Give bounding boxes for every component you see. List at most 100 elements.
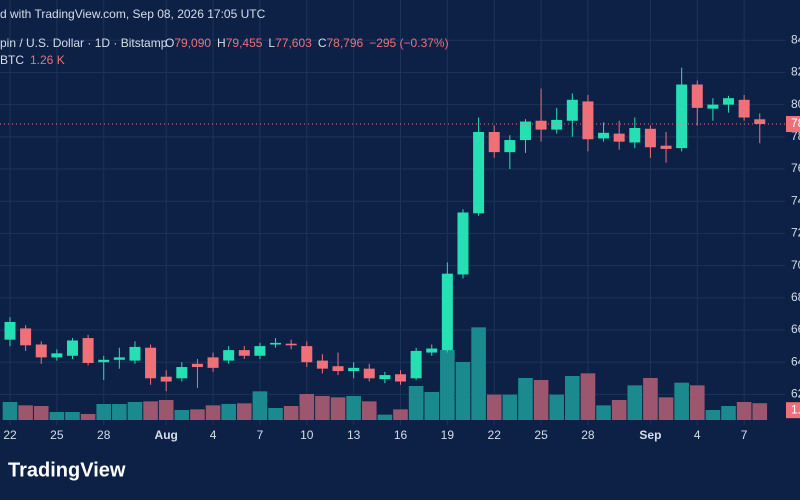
volume-bar bbox=[18, 405, 33, 420]
y-tick-label: 76,000 bbox=[791, 161, 800, 175]
candle-body bbox=[316, 360, 328, 369]
candle-body bbox=[20, 328, 32, 346]
ohlc-key: O bbox=[165, 36, 174, 50]
volume-bar bbox=[96, 404, 112, 420]
volume-bar bbox=[330, 397, 346, 420]
ohlc-key: H bbox=[217, 36, 226, 50]
y-tick-label: 66,000 bbox=[791, 322, 800, 336]
volume-bar bbox=[502, 394, 518, 420]
volume-bar bbox=[190, 409, 205, 420]
volume-bar bbox=[736, 402, 752, 420]
volume-bar bbox=[346, 396, 361, 420]
y-tick-label: 84,000 bbox=[791, 32, 800, 46]
volume-bar bbox=[252, 391, 268, 420]
candle-body bbox=[707, 104, 719, 109]
published-line: d with TradingView.com, Sep 08, 2026 17:… bbox=[0, 7, 266, 21]
volume-bar bbox=[674, 382, 689, 420]
last-price-label: 78,796 bbox=[791, 116, 800, 130]
candle-body bbox=[754, 119, 766, 125]
x-tick-label: 4 bbox=[694, 428, 701, 442]
candle-body bbox=[613, 133, 625, 142]
volume-bar bbox=[80, 414, 96, 420]
symbol-line: pin / U.S. Dollar · 1D · Bitstamp bbox=[0, 36, 168, 50]
x-tick-label: 25 bbox=[50, 428, 64, 442]
last-volume-tag bbox=[786, 402, 800, 419]
candle-body bbox=[207, 357, 219, 368]
candle-body bbox=[191, 363, 203, 368]
volume-bar bbox=[486, 394, 502, 420]
last-volume-label: 1.26K bbox=[791, 402, 800, 416]
volume-bar bbox=[455, 362, 471, 420]
volume-bar bbox=[65, 412, 80, 420]
x-tick-label: 10 bbox=[300, 428, 314, 442]
candle-body bbox=[254, 346, 266, 356]
volume-bar bbox=[221, 404, 236, 420]
candle-body bbox=[504, 140, 516, 153]
volume-bar bbox=[689, 385, 705, 420]
volume-bar bbox=[112, 404, 127, 420]
candle-body bbox=[691, 84, 703, 108]
volume-bar bbox=[377, 414, 393, 420]
candle-body bbox=[457, 212, 469, 275]
x-tick-label: 25 bbox=[534, 428, 548, 442]
candle-body bbox=[566, 99, 578, 121]
volume-bar bbox=[393, 409, 408, 420]
candle-body bbox=[51, 353, 63, 358]
volume-bar bbox=[471, 327, 486, 420]
grid bbox=[0, 0, 785, 425]
ohlc-value: 79,090 bbox=[174, 36, 211, 50]
ohlc-value: 77,603 bbox=[275, 36, 312, 50]
volume-bar bbox=[268, 408, 283, 420]
ohlc-key: C bbox=[318, 36, 327, 50]
volume-bar bbox=[174, 410, 190, 420]
volume-bar bbox=[752, 403, 768, 420]
candle-body bbox=[176, 367, 188, 379]
x-tick-label: 7 bbox=[741, 428, 748, 442]
candle-body bbox=[4, 321, 16, 340]
volume-bar bbox=[440, 350, 455, 420]
candle-body bbox=[35, 344, 47, 358]
candle-body bbox=[82, 338, 94, 364]
y-tick-label: 82,000 bbox=[791, 65, 800, 79]
change: −295 (−0.37%) bbox=[369, 36, 448, 50]
candle-body bbox=[551, 119, 563, 130]
candle-body bbox=[660, 145, 672, 149]
candle-body bbox=[473, 132, 485, 214]
volume-bar bbox=[127, 402, 143, 420]
ohlc-value: 79,455 bbox=[226, 36, 263, 50]
volume-pane bbox=[2, 327, 768, 420]
candle-body bbox=[129, 346, 141, 361]
volume-bar bbox=[611, 400, 627, 420]
volume-bar bbox=[33, 406, 49, 420]
y-tick-label: 72,000 bbox=[791, 226, 800, 240]
candle-body bbox=[66, 340, 78, 356]
ohlc-value: 78,796 bbox=[326, 36, 363, 50]
x-tick-label: 22 bbox=[3, 428, 17, 442]
volume-bar bbox=[283, 406, 299, 420]
volume-bar bbox=[2, 402, 18, 420]
candle-body bbox=[332, 366, 344, 372]
volume-bar bbox=[361, 401, 377, 420]
candle-body bbox=[145, 347, 157, 379]
volume-bar bbox=[533, 380, 549, 420]
candle-body bbox=[723, 98, 735, 105]
volume-bar bbox=[580, 373, 596, 420]
candle-body bbox=[676, 84, 688, 149]
volume-bar bbox=[143, 401, 158, 420]
volume-bar bbox=[643, 378, 658, 420]
axes: 62,000 64,000 66,000 68,000 70,000 72,000 74,0… bbox=[0, 32, 800, 442]
candle-body bbox=[535, 120, 547, 130]
ohlc-legend: O 79,090 H 79,455 L 77,603 C 78,796 −295 (−0.37%… bbox=[165, 36, 449, 50]
volume-bar bbox=[205, 405, 221, 420]
x-tick-label: 4 bbox=[210, 428, 217, 442]
candle-body bbox=[348, 367, 360, 372]
candle-body bbox=[519, 121, 531, 141]
last-price-tag bbox=[786, 116, 800, 133]
candle-body bbox=[441, 273, 453, 351]
candle-body bbox=[488, 132, 500, 153]
candle-body bbox=[644, 128, 656, 148]
candle-body bbox=[98, 359, 110, 363]
candle-body bbox=[301, 346, 313, 363]
